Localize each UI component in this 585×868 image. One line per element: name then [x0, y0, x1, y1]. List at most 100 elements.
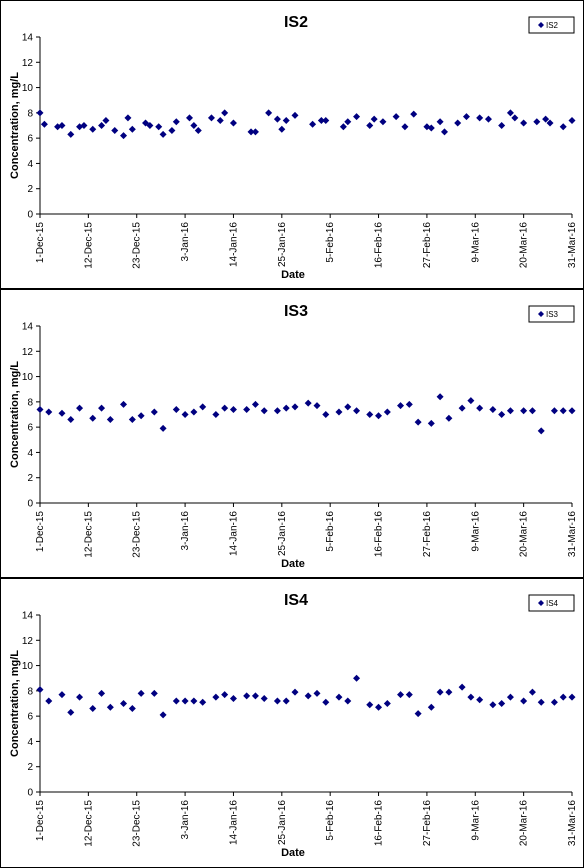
- data-point: [414, 418, 422, 426]
- data-point: [484, 115, 492, 123]
- data-point: [89, 125, 97, 133]
- data-point: [128, 705, 136, 713]
- data-point: [489, 701, 497, 709]
- legend-label: IS2: [546, 21, 559, 30]
- y-tick-label: 8: [27, 397, 33, 408]
- y-tick-label: 0: [27, 210, 33, 221]
- data-point: [111, 127, 119, 135]
- data-point: [185, 114, 193, 122]
- data-point: [221, 691, 229, 699]
- data-point: [353, 113, 361, 121]
- data-point: [216, 116, 224, 124]
- data-point: [150, 408, 158, 416]
- data-point: [427, 124, 435, 132]
- data-point: [498, 700, 506, 707]
- y-tick-label: 6: [27, 134, 33, 145]
- chart-title: IS3: [284, 303, 308, 320]
- x-tick-label: 1-Dec-15: [35, 222, 46, 264]
- y-tick-label: 2: [27, 473, 33, 484]
- y-tick-label: 12: [22, 58, 34, 69]
- data-point: [370, 115, 378, 123]
- data-point: [454, 119, 462, 127]
- data-point: [309, 120, 317, 128]
- y-tick-label: 4: [27, 448, 33, 459]
- x-tick-label: 9-Mar-16: [470, 800, 481, 841]
- data-point: [282, 404, 290, 412]
- x-tick-label: 12-Dec-15: [83, 800, 94, 847]
- data-point: [291, 111, 299, 119]
- x-tick-label: 12-Dec-15: [83, 511, 94, 558]
- data-point: [498, 122, 506, 129]
- data-point: [273, 407, 281, 415]
- chart-title: IS2: [284, 14, 308, 31]
- data-point: [520, 407, 528, 415]
- x-tick-label: 5-Feb-16: [325, 800, 336, 841]
- data-point: [291, 688, 299, 696]
- y-tick-label: 14: [22, 33, 34, 44]
- data-point: [229, 405, 237, 413]
- y-tick-label: 4: [27, 737, 33, 748]
- data-point: [207, 114, 215, 122]
- x-tick-label: 3-Jan-16: [180, 222, 191, 262]
- data-point: [366, 701, 374, 709]
- x-tick-label: 16-Feb-16: [374, 222, 385, 269]
- data-point: [243, 692, 251, 700]
- data-point: [375, 703, 383, 711]
- x-tick-label: 16-Feb-16: [374, 800, 385, 847]
- data-point: [89, 414, 97, 422]
- data-point: [559, 693, 567, 701]
- data-point: [467, 693, 475, 701]
- data-point: [414, 710, 422, 718]
- data-point: [511, 114, 519, 122]
- x-tick-label: 23-Dec-15: [132, 511, 143, 558]
- y-tick-label: 0: [27, 788, 33, 799]
- data-point: [98, 689, 106, 697]
- y-axis-label: Concentration, mg/L: [9, 361, 21, 468]
- data-point: [467, 397, 475, 405]
- data-point: [313, 402, 321, 410]
- y-axis-label: Concentration, mg/L: [9, 72, 21, 179]
- data-point: [212, 693, 220, 701]
- data-point: [405, 400, 413, 408]
- data-point: [520, 697, 528, 705]
- data-point: [282, 116, 290, 124]
- data-point: [243, 405, 251, 413]
- legend-box: [528, 594, 575, 612]
- x-tick-label: 9-Mar-16: [470, 222, 481, 263]
- data-point: [76, 404, 84, 412]
- data-point: [353, 407, 361, 415]
- data-point: [506, 693, 514, 701]
- data-point: [436, 118, 444, 126]
- x-tick-label: 31-Mar-16: [567, 800, 578, 847]
- y-tick-label: 2: [27, 762, 33, 773]
- data-point: [476, 404, 484, 412]
- data-point: [120, 132, 128, 140]
- data-point: [98, 404, 106, 412]
- data-point: [383, 408, 391, 416]
- data-point: [106, 416, 114, 424]
- data-point: [401, 123, 409, 131]
- data-point: [159, 424, 167, 432]
- data-point: [45, 408, 53, 416]
- data-point: [155, 123, 163, 131]
- data-point: [322, 411, 330, 418]
- data-point: [291, 403, 299, 411]
- data-point: [476, 696, 484, 704]
- x-tick-label: 23-Dec-15: [132, 800, 143, 847]
- data-point: [498, 411, 506, 418]
- y-tick-label: 14: [22, 322, 34, 333]
- y-tick-label: 12: [22, 636, 34, 647]
- data-point: [322, 698, 330, 706]
- data-point: [546, 119, 554, 127]
- data-point: [568, 407, 576, 415]
- data-point: [247, 128, 255, 136]
- x-tick-label: 5-Feb-16: [325, 222, 336, 263]
- legend-marker: [538, 600, 544, 606]
- data-point: [260, 694, 268, 702]
- x-axis-label: Date: [281, 558, 305, 570]
- legend: IS3: [528, 305, 575, 323]
- x-tick-label: 23-Dec-15: [132, 222, 143, 269]
- chart-svg: IS3 0 2 4 6 8 10 12 14 1-Dec-15 12-Dec-15 23-Dec-15…: [9, 303, 578, 570]
- x-tick-label: 9-Mar-16: [470, 511, 481, 552]
- data-point: [76, 693, 84, 701]
